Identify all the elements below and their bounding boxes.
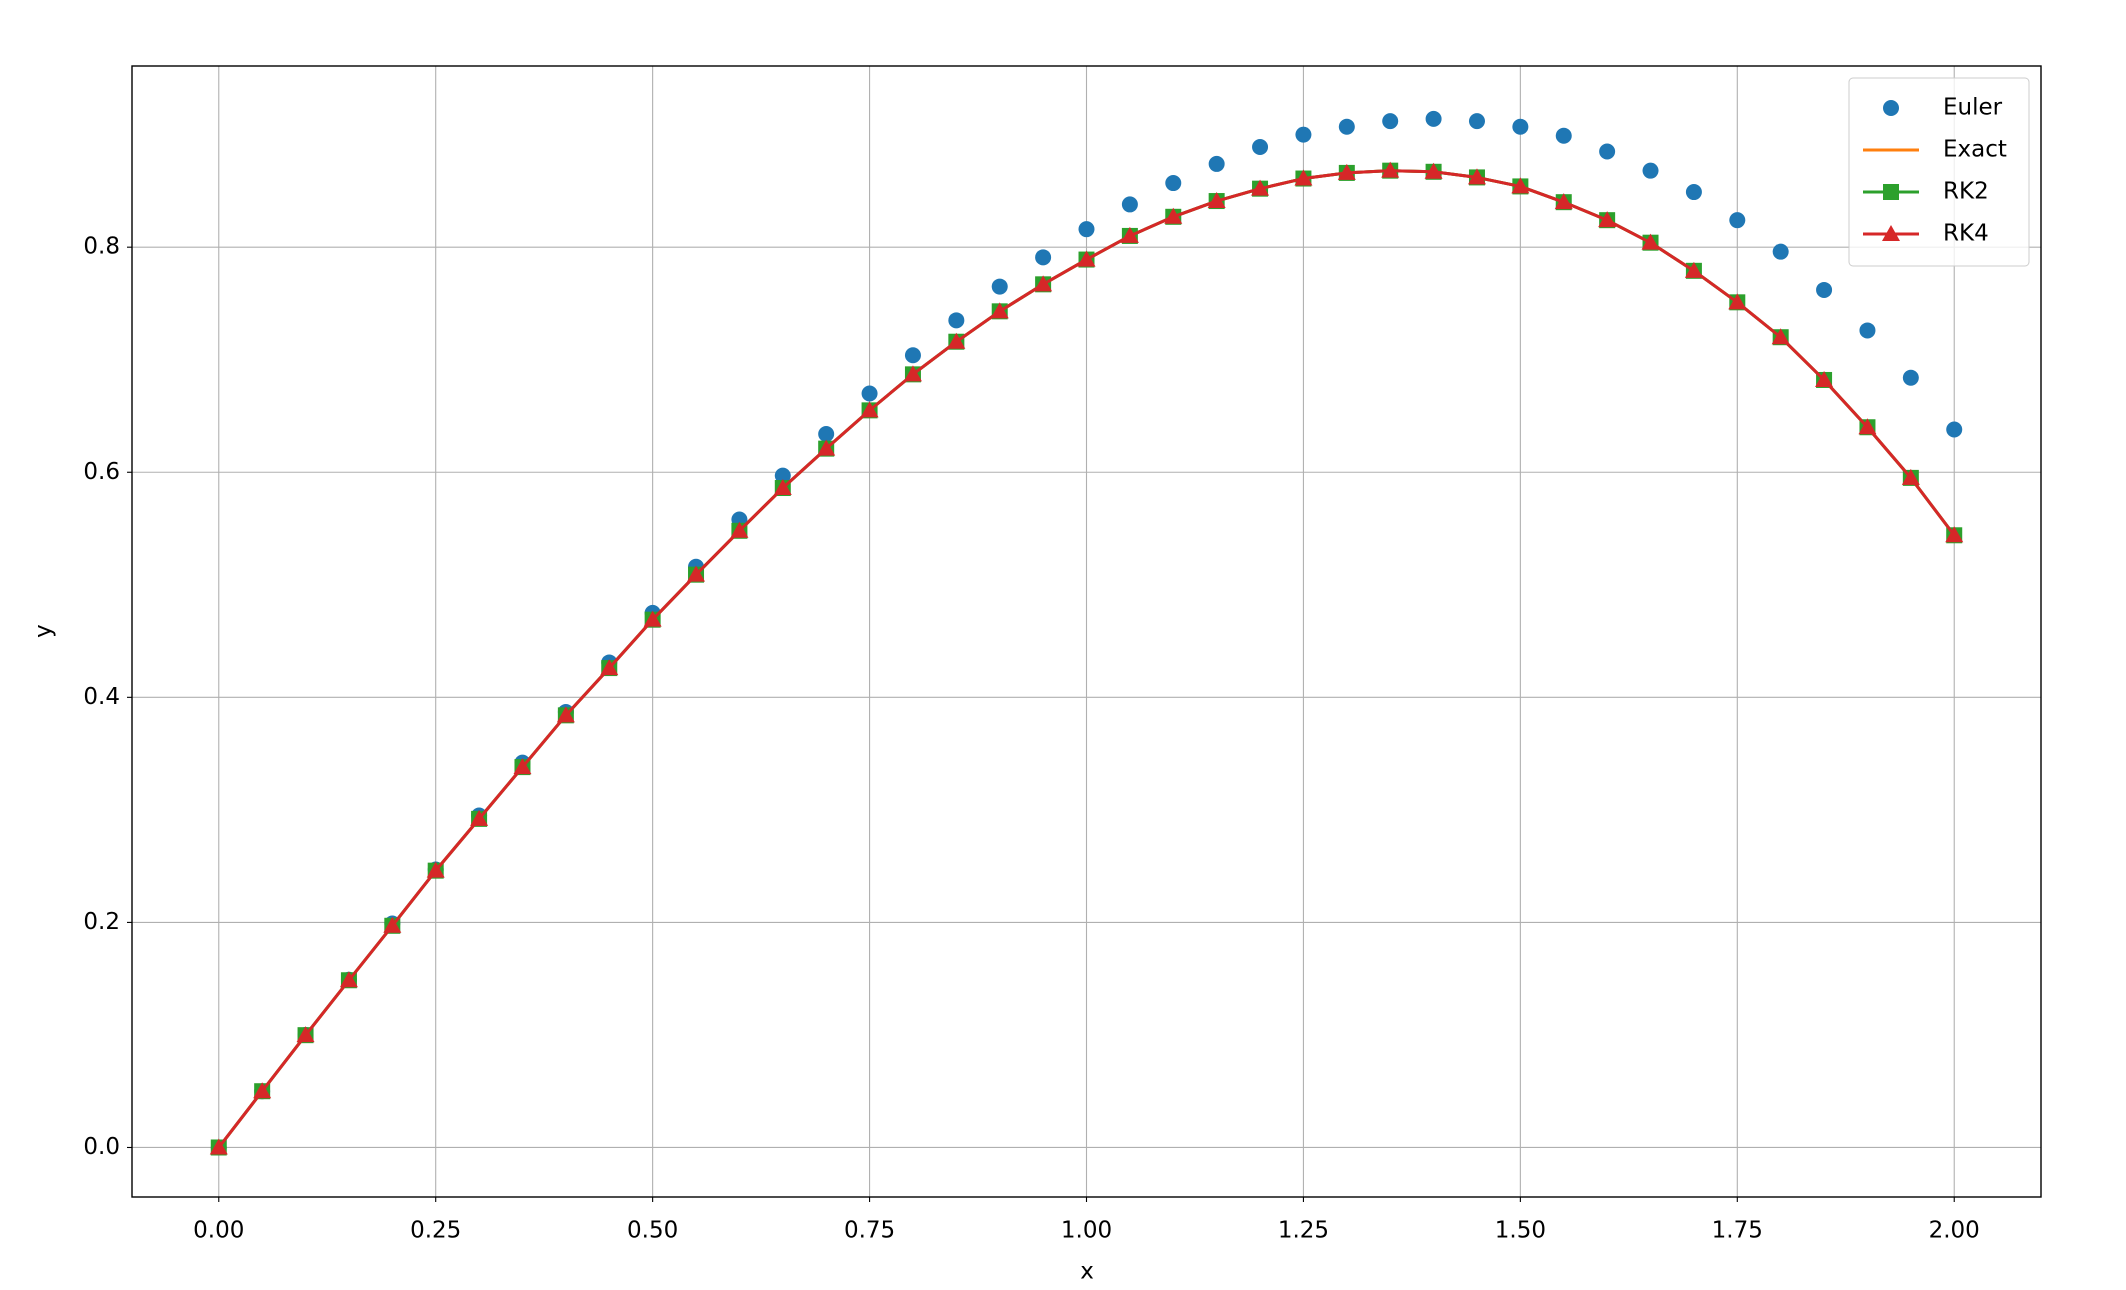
point xyxy=(556,706,575,723)
x-tick-label: 0.75 xyxy=(844,1218,895,1244)
point xyxy=(1901,468,1920,485)
y-tick-label: 0.0 xyxy=(83,1134,120,1160)
point xyxy=(1945,526,1964,543)
point xyxy=(817,439,836,456)
point xyxy=(1165,175,1182,192)
point xyxy=(1512,118,1529,135)
point xyxy=(861,385,878,402)
x-tick-label: 0.50 xyxy=(627,1218,678,1244)
point xyxy=(1034,275,1053,292)
point xyxy=(1684,261,1703,278)
point xyxy=(1164,207,1183,224)
point xyxy=(774,467,791,484)
point xyxy=(773,479,792,496)
x-tick-label: 1.50 xyxy=(1495,1218,1546,1244)
point xyxy=(600,659,619,676)
point xyxy=(1251,179,1270,196)
x-tick-label: 0.00 xyxy=(193,1218,244,1244)
y-tick-label: 0.4 xyxy=(83,684,120,710)
point xyxy=(1859,322,1876,339)
point xyxy=(1902,369,1919,386)
point xyxy=(1728,293,1747,310)
point xyxy=(687,565,706,582)
point xyxy=(1685,184,1702,201)
point xyxy=(1598,211,1617,228)
x-tick-label: 0.25 xyxy=(410,1218,461,1244)
point xyxy=(383,916,402,933)
point xyxy=(426,861,445,878)
x-tick-label: 1.00 xyxy=(1061,1218,1112,1244)
point xyxy=(1295,126,1312,143)
legend-label: RK2 xyxy=(1943,179,1989,205)
point xyxy=(1425,110,1442,127)
point xyxy=(513,758,532,775)
point xyxy=(1816,281,1833,298)
point xyxy=(1468,113,1485,130)
x-axis-label: x xyxy=(1080,1259,1094,1285)
point xyxy=(991,278,1008,295)
point xyxy=(643,610,662,627)
point xyxy=(1772,243,1789,260)
point xyxy=(904,347,921,364)
x-tick-label: 2.00 xyxy=(1929,1218,1980,1244)
x-tick-label: 1.75 xyxy=(1712,1218,1763,1244)
point xyxy=(1599,143,1616,160)
point xyxy=(948,312,965,329)
plot-frame xyxy=(131,65,2042,1198)
point xyxy=(1815,370,1834,387)
point xyxy=(253,1082,272,1099)
y-axis-label: y xyxy=(31,624,57,638)
point xyxy=(1208,155,1225,172)
legend-label: Exact xyxy=(1943,137,2007,163)
point xyxy=(730,521,749,538)
point xyxy=(209,1138,228,1155)
point xyxy=(1294,169,1313,186)
point xyxy=(818,425,835,442)
point xyxy=(296,1026,315,1043)
point xyxy=(1338,118,1355,135)
point xyxy=(470,809,489,826)
legend-label: RK4 xyxy=(1943,221,1989,247)
point xyxy=(1467,168,1486,185)
point xyxy=(1554,193,1573,210)
legend-box xyxy=(1848,77,2030,267)
y-tick-label: 0.2 xyxy=(83,909,120,935)
point xyxy=(1252,139,1269,156)
legend-marker xyxy=(1883,184,1899,200)
point xyxy=(1642,162,1659,179)
point xyxy=(947,332,966,349)
point xyxy=(903,365,922,382)
point xyxy=(1641,233,1660,250)
point xyxy=(1511,177,1530,194)
y-tick-label: 0.6 xyxy=(83,459,120,485)
point xyxy=(339,971,358,988)
point xyxy=(1077,250,1096,267)
point xyxy=(1337,163,1356,180)
point xyxy=(1120,226,1139,243)
x-tick-label: 1.25 xyxy=(1278,1218,1329,1244)
point xyxy=(990,302,1009,319)
point xyxy=(1381,161,1400,178)
point xyxy=(1078,221,1095,238)
legend-label: Euler xyxy=(1943,95,2003,121)
point xyxy=(1555,127,1572,144)
point xyxy=(1207,192,1226,209)
point xyxy=(1121,196,1138,213)
point xyxy=(860,401,879,418)
point xyxy=(1424,162,1443,179)
point xyxy=(1771,328,1790,345)
point xyxy=(1729,212,1746,229)
point xyxy=(1858,418,1877,435)
point xyxy=(1382,113,1399,130)
point xyxy=(1946,421,1963,438)
point xyxy=(1035,249,1052,266)
legend-marker xyxy=(1883,100,1899,116)
y-tick-label: 0.8 xyxy=(83,234,120,260)
legend-marker xyxy=(1882,225,1900,241)
